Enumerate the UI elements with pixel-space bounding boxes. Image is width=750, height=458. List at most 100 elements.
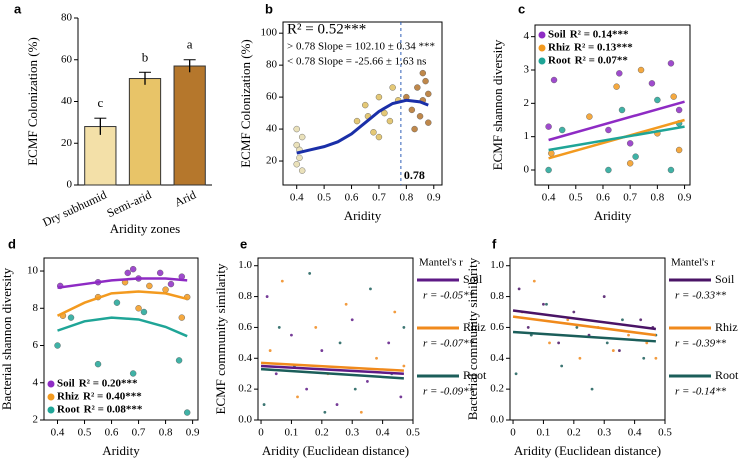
point bbox=[621, 318, 624, 322]
point bbox=[362, 101, 369, 109]
point bbox=[416, 113, 424, 120]
y-tick-label: 0.2 bbox=[238, 383, 252, 395]
point bbox=[654, 96, 661, 104]
x-axis-label: Aridity (Euclidean distance) bbox=[514, 443, 661, 458]
y-tick-label: 0.6 bbox=[490, 321, 504, 333]
x-tick-label: Arid bbox=[172, 188, 198, 210]
point bbox=[323, 410, 327, 414]
point bbox=[627, 333, 630, 337]
x-axis-label: Aridity bbox=[344, 208, 382, 223]
x-tick-label: 0.6 bbox=[105, 427, 119, 439]
legend-label: R² = 0.14*** bbox=[570, 29, 629, 41]
point bbox=[135, 305, 142, 312]
bar bbox=[128, 78, 162, 186]
point bbox=[648, 80, 656, 87]
point bbox=[262, 403, 266, 406]
y-tick-label: 80 bbox=[266, 59, 278, 71]
point bbox=[526, 326, 530, 329]
point bbox=[605, 166, 612, 174]
fit-line bbox=[260, 367, 404, 380]
y-tick-label: 20 bbox=[61, 137, 73, 149]
x-tick-label: 0.7 bbox=[623, 192, 637, 204]
x-tick-label: 0.7 bbox=[372, 192, 386, 204]
legend-marker bbox=[47, 406, 55, 414]
point bbox=[575, 326, 579, 329]
point bbox=[265, 295, 269, 298]
panel-letter: a bbox=[14, 1, 22, 16]
legend-marker bbox=[538, 57, 546, 65]
fit-line bbox=[512, 315, 657, 337]
point bbox=[548, 150, 555, 157]
x-axis-label: Aridity (Euclidean distance) bbox=[262, 443, 409, 458]
x-tick-label: 0.1 bbox=[285, 427, 299, 439]
x-tick-label: 0.7 bbox=[132, 427, 146, 439]
legend-title: Mantel's r bbox=[671, 257, 715, 269]
x-tick-label: 0.4 bbox=[290, 192, 304, 204]
point bbox=[517, 287, 521, 291]
y-tick-label: 40 bbox=[266, 123, 278, 135]
point bbox=[566, 318, 570, 322]
legend-label: r = -0.07** bbox=[423, 338, 475, 350]
y-tick-label: 0 bbox=[524, 164, 530, 176]
x-tick-label: Semi-arid bbox=[105, 188, 154, 221]
panel-letter: c bbox=[518, 1, 525, 16]
point bbox=[393, 310, 397, 314]
point bbox=[402, 364, 406, 368]
point bbox=[308, 272, 312, 275]
point bbox=[381, 109, 388, 117]
point bbox=[667, 166, 675, 174]
point bbox=[335, 403, 339, 406]
y-axis-label: ECMF shannon diversity bbox=[490, 39, 505, 170]
point bbox=[639, 318, 643, 322]
x-tick-label: 0.9 bbox=[427, 192, 441, 204]
y-tick-label: 0.8 bbox=[238, 290, 252, 302]
x-tick-label: Dry subhumid bbox=[40, 188, 108, 230]
x-tick-label: 0.3 bbox=[597, 427, 611, 439]
bar bbox=[84, 126, 117, 186]
legend-name: Root bbox=[57, 404, 80, 416]
fit-line bbox=[56, 290, 188, 317]
point bbox=[387, 341, 391, 345]
y-tick-label: 40 bbox=[61, 95, 73, 107]
y-tick-label: 1.0 bbox=[238, 259, 252, 271]
x-tick-label: 0.8 bbox=[399, 192, 413, 204]
x-tick-label: 0.6 bbox=[345, 192, 359, 204]
y-tick-label: 60 bbox=[266, 91, 278, 103]
point bbox=[414, 84, 421, 91]
x-tick-label: 0.2 bbox=[315, 427, 329, 439]
x-tick-label: 0.2 bbox=[567, 427, 581, 439]
point bbox=[605, 341, 609, 345]
plot-frame bbox=[509, 257, 666, 421]
point bbox=[545, 302, 548, 306]
legend-label: r = -0.09** bbox=[423, 386, 475, 398]
point bbox=[344, 302, 348, 306]
x-tick-label: 0.1 bbox=[537, 427, 551, 439]
point bbox=[167, 280, 175, 288]
legend-label: r = -0.14** bbox=[675, 386, 727, 398]
x-tick-label: 0.9 bbox=[678, 192, 692, 204]
point bbox=[353, 117, 361, 125]
point bbox=[642, 356, 646, 360]
point bbox=[274, 372, 278, 376]
point bbox=[654, 356, 658, 360]
point bbox=[54, 342, 61, 349]
bar bbox=[173, 65, 206, 186]
point bbox=[293, 125, 300, 133]
point bbox=[366, 380, 369, 383]
y-tick-label: 2 bbox=[33, 414, 39, 426]
fit-line bbox=[57, 316, 188, 338]
point bbox=[422, 77, 429, 85]
legend-name: Rhiz bbox=[715, 320, 738, 334]
y-tick-label: 3 bbox=[524, 64, 530, 76]
point bbox=[268, 349, 272, 352]
point bbox=[296, 395, 299, 399]
point bbox=[548, 341, 551, 345]
point bbox=[616, 70, 623, 77]
legend-label: R² = 0.13*** bbox=[574, 42, 633, 54]
y-tick-label: 6 bbox=[33, 339, 39, 351]
point bbox=[675, 106, 683, 114]
y-tick-label: 10 bbox=[27, 265, 39, 277]
annotation: < 0.78 Slope = -25.66 ± 1.63 ns bbox=[287, 56, 426, 68]
x-tick-label: 0.4 bbox=[628, 427, 642, 439]
significance-letter: a bbox=[187, 37, 193, 52]
